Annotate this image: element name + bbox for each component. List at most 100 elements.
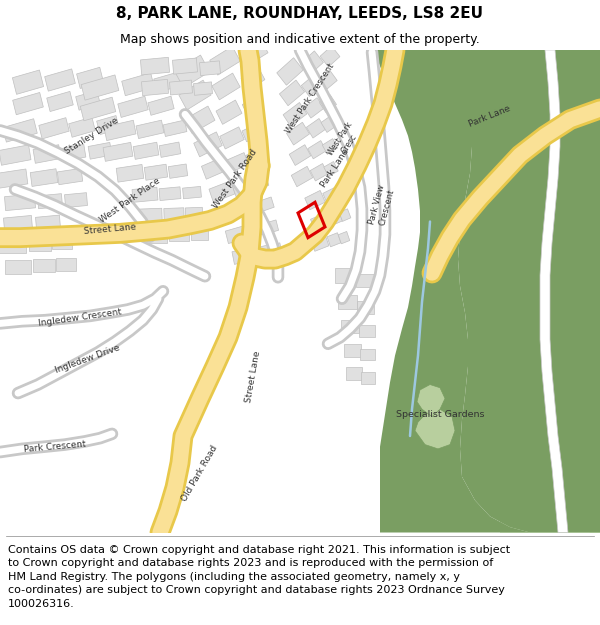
Polygon shape <box>242 123 262 142</box>
Polygon shape <box>163 120 187 136</box>
Polygon shape <box>321 116 337 132</box>
Polygon shape <box>175 55 209 88</box>
Polygon shape <box>116 164 144 182</box>
Polygon shape <box>185 106 215 133</box>
Polygon shape <box>38 194 62 209</box>
Text: 8, PARK LANE, ROUNDHAY, LEEDS, LS8 2EU: 8, PARK LANE, ROUNDHAY, LEEDS, LS8 2EU <box>116 6 484 21</box>
Polygon shape <box>268 243 282 256</box>
Polygon shape <box>159 187 181 201</box>
Polygon shape <box>39 118 69 139</box>
Polygon shape <box>159 142 181 158</box>
Polygon shape <box>172 58 197 74</box>
Polygon shape <box>104 120 136 141</box>
Polygon shape <box>13 92 43 115</box>
Polygon shape <box>194 132 222 157</box>
Polygon shape <box>359 325 375 337</box>
Polygon shape <box>241 68 265 91</box>
Polygon shape <box>30 169 58 186</box>
Polygon shape <box>226 152 248 173</box>
Polygon shape <box>370 50 530 532</box>
Polygon shape <box>346 368 362 380</box>
Polygon shape <box>97 116 119 134</box>
Polygon shape <box>322 139 338 154</box>
Polygon shape <box>169 229 189 241</box>
Polygon shape <box>4 216 32 232</box>
Polygon shape <box>311 213 329 230</box>
Polygon shape <box>122 73 154 96</box>
Polygon shape <box>417 384 445 417</box>
Polygon shape <box>169 164 188 178</box>
Polygon shape <box>194 82 212 96</box>
Polygon shape <box>0 145 31 165</box>
Text: Old Park Road: Old Park Road <box>180 444 220 503</box>
Polygon shape <box>220 127 244 149</box>
Polygon shape <box>140 58 170 75</box>
Polygon shape <box>337 295 356 309</box>
Polygon shape <box>232 248 254 264</box>
Polygon shape <box>133 142 159 159</box>
Polygon shape <box>356 274 374 288</box>
Polygon shape <box>301 51 323 75</box>
Polygon shape <box>283 102 307 126</box>
Polygon shape <box>323 188 339 204</box>
Polygon shape <box>179 80 211 110</box>
Text: West Park Crescent: West Park Crescent <box>284 62 336 135</box>
Polygon shape <box>13 70 44 94</box>
Polygon shape <box>33 259 55 272</box>
Polygon shape <box>335 268 355 282</box>
Polygon shape <box>138 208 162 222</box>
Polygon shape <box>251 175 269 191</box>
Polygon shape <box>44 69 76 91</box>
Text: Park Lane: Park Lane <box>319 147 351 189</box>
Polygon shape <box>327 232 341 247</box>
Polygon shape <box>81 75 119 100</box>
Polygon shape <box>246 149 264 166</box>
Polygon shape <box>359 349 374 361</box>
Polygon shape <box>210 46 240 75</box>
Polygon shape <box>361 372 375 384</box>
Polygon shape <box>3 119 37 142</box>
Polygon shape <box>242 40 268 64</box>
Text: West Park
Cresc: West Park Cresc <box>326 120 364 162</box>
Polygon shape <box>69 117 95 138</box>
Text: Park View
Crescent: Park View Crescent <box>367 183 397 228</box>
Polygon shape <box>341 320 359 333</box>
Polygon shape <box>65 192 88 208</box>
Polygon shape <box>164 208 184 221</box>
Text: Park Lane: Park Lane <box>468 104 512 129</box>
Text: Street Lane: Street Lane <box>244 351 262 404</box>
Polygon shape <box>118 96 148 118</box>
Text: Specialist Gardens: Specialist Gardens <box>396 410 484 419</box>
Text: Ingledew Crescent: Ingledew Crescent <box>38 308 122 328</box>
Polygon shape <box>420 50 600 532</box>
Polygon shape <box>33 145 61 163</box>
Text: West Park Road: West Park Road <box>211 148 259 210</box>
Polygon shape <box>0 238 26 252</box>
Polygon shape <box>216 100 242 124</box>
Text: Map shows position and indicative extent of the property.: Map shows position and indicative extent… <box>120 32 480 46</box>
Polygon shape <box>319 71 337 90</box>
Polygon shape <box>247 222 266 238</box>
Polygon shape <box>35 215 61 230</box>
Polygon shape <box>47 91 73 111</box>
Polygon shape <box>226 225 248 244</box>
Polygon shape <box>132 187 158 202</box>
Polygon shape <box>4 194 35 211</box>
Polygon shape <box>103 142 133 161</box>
Polygon shape <box>76 91 100 110</box>
Polygon shape <box>286 122 310 145</box>
Polygon shape <box>52 237 72 249</box>
Polygon shape <box>185 208 203 219</box>
Polygon shape <box>142 79 169 96</box>
Polygon shape <box>311 235 329 251</box>
Polygon shape <box>328 211 343 226</box>
Polygon shape <box>280 80 305 106</box>
Polygon shape <box>320 95 337 112</box>
Polygon shape <box>182 186 202 199</box>
Polygon shape <box>57 168 83 184</box>
Polygon shape <box>154 72 182 92</box>
Polygon shape <box>277 58 303 85</box>
Polygon shape <box>218 203 242 222</box>
Polygon shape <box>258 197 274 212</box>
Polygon shape <box>5 259 31 274</box>
